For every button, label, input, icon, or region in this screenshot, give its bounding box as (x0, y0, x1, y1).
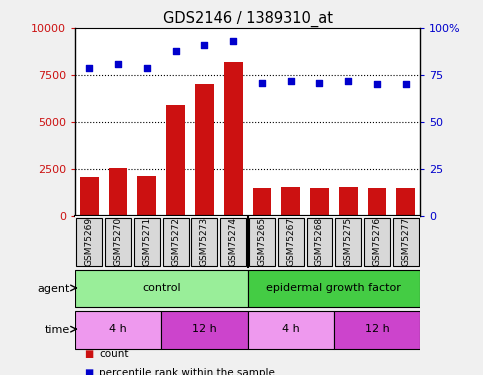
FancyBboxPatch shape (335, 218, 361, 266)
Text: control: control (142, 283, 181, 293)
Text: 4 h: 4 h (282, 324, 299, 334)
FancyBboxPatch shape (307, 218, 332, 266)
Point (200, 42, 208, 48)
FancyBboxPatch shape (247, 311, 334, 349)
Point (344, 78, 352, 84)
Bar (80, 177, 99, 216)
Title: GDS2146 / 1389310_at: GDS2146 / 1389310_at (163, 10, 332, 27)
FancyBboxPatch shape (161, 311, 247, 349)
Point (287, 78, 295, 84)
Text: 12 h: 12 h (192, 324, 217, 334)
Text: ■: ■ (85, 350, 94, 359)
Text: GSM75275: GSM75275 (344, 217, 353, 266)
Text: GSM75268: GSM75268 (315, 217, 324, 266)
Point (229, 38, 237, 44)
Point (172, 48, 180, 54)
Point (373, 81, 381, 87)
FancyBboxPatch shape (247, 270, 420, 308)
FancyBboxPatch shape (334, 311, 420, 349)
Point (315, 80, 323, 86)
Text: GSM75271: GSM75271 (142, 217, 151, 266)
Point (114, 61, 122, 67)
Point (85, 64, 93, 70)
Bar (224, 62, 242, 216)
Text: percentile rank within the sample: percentile rank within the sample (99, 368, 275, 375)
FancyBboxPatch shape (278, 218, 304, 266)
Text: GSM75273: GSM75273 (200, 217, 209, 266)
Text: GSM75265: GSM75265 (257, 217, 267, 266)
Text: GSM75270: GSM75270 (114, 217, 123, 266)
FancyBboxPatch shape (75, 270, 247, 308)
Text: GSM75276: GSM75276 (372, 217, 382, 266)
Text: epidermal growth factor: epidermal growth factor (267, 283, 401, 293)
Text: GSM75269: GSM75269 (85, 217, 94, 266)
Text: ■: ■ (85, 368, 94, 375)
Bar (368, 188, 386, 216)
Point (258, 80, 266, 86)
Text: GSM75272: GSM75272 (171, 217, 180, 266)
Point (402, 81, 410, 87)
Text: 12 h: 12 h (365, 324, 389, 334)
Bar (397, 188, 415, 216)
Bar (282, 187, 300, 216)
FancyBboxPatch shape (364, 218, 390, 266)
FancyBboxPatch shape (393, 218, 419, 266)
Text: time: time (45, 325, 70, 335)
FancyBboxPatch shape (163, 218, 188, 266)
FancyBboxPatch shape (76, 218, 102, 266)
Bar (166, 105, 185, 216)
Text: 4 h: 4 h (109, 324, 127, 334)
Bar (195, 84, 213, 216)
Bar (253, 188, 271, 216)
FancyBboxPatch shape (220, 218, 246, 266)
FancyBboxPatch shape (191, 218, 217, 266)
Bar (109, 168, 128, 216)
Text: count: count (99, 350, 128, 359)
Text: GSM75267: GSM75267 (286, 217, 295, 266)
Point (143, 64, 151, 70)
Bar (339, 187, 357, 216)
Text: agent: agent (38, 284, 70, 294)
Text: GSM75274: GSM75274 (228, 217, 238, 266)
Bar (310, 188, 329, 216)
FancyBboxPatch shape (134, 218, 160, 266)
Bar (138, 176, 156, 216)
Text: GSM75277: GSM75277 (401, 217, 411, 266)
FancyBboxPatch shape (75, 311, 161, 349)
FancyBboxPatch shape (249, 218, 275, 266)
FancyBboxPatch shape (105, 218, 131, 266)
